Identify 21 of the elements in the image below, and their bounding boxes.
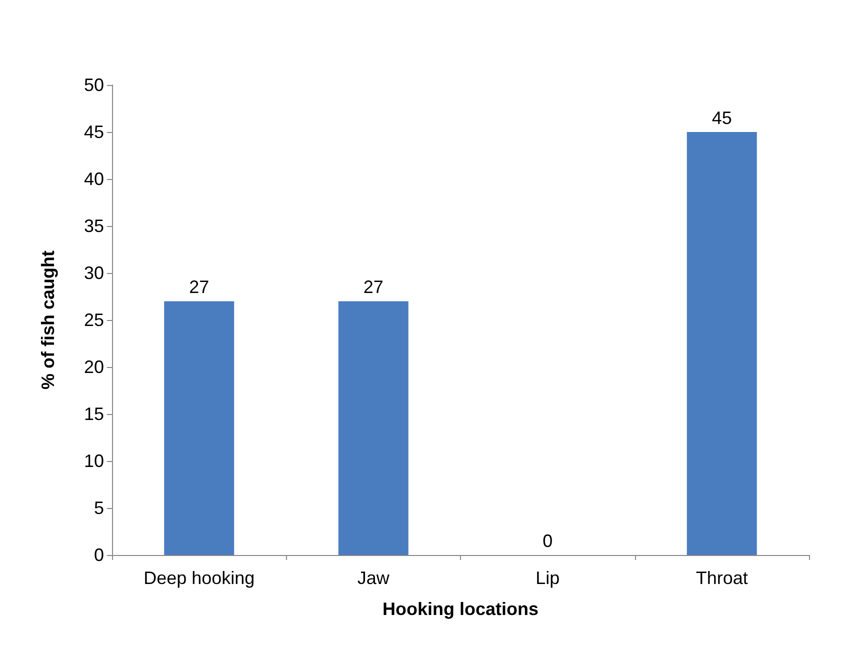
x-tick-label: Throat bbox=[696, 568, 748, 588]
x-tick-label: Jaw bbox=[357, 568, 390, 588]
x-tick-label: Lip bbox=[536, 568, 560, 588]
y-tick-label: 30 bbox=[84, 263, 104, 283]
y-tick-label: 35 bbox=[84, 216, 104, 236]
y-tick-label: 20 bbox=[84, 357, 104, 377]
y-axis-title: % of fish caught bbox=[38, 250, 58, 390]
y-tick-label: 10 bbox=[84, 451, 104, 471]
y-tick-label: 50 bbox=[84, 75, 104, 95]
y-tick-label: 0 bbox=[94, 545, 104, 565]
y-tick-label: 25 bbox=[84, 310, 104, 330]
y-tick-label: 40 bbox=[84, 169, 104, 189]
y-tick-label: 45 bbox=[84, 122, 104, 142]
data-label: 0 bbox=[542, 531, 553, 551]
data-label: 27 bbox=[189, 277, 210, 298]
y-tick-label: 5 bbox=[94, 498, 104, 518]
x-tick-label: Deep hooking bbox=[144, 568, 255, 588]
data-label: 27 bbox=[363, 277, 384, 298]
y-tick-label: 15 bbox=[84, 404, 104, 424]
data-label: 45 bbox=[712, 108, 732, 128]
x-axis-title: Hooking locations bbox=[382, 599, 539, 619]
